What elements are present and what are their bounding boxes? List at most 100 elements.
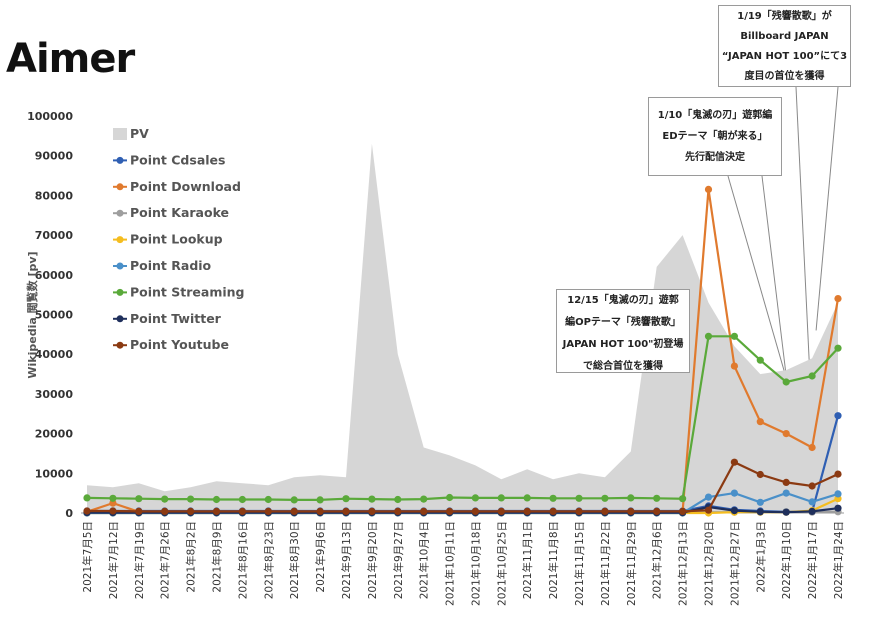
x-tick-label: 2021年11月22日 (599, 521, 612, 606)
y-tick-label: 70000 (35, 229, 74, 242)
legend-label: Point Cdsales (130, 152, 225, 167)
x-tick-label: 2021年10月11日 (444, 521, 457, 606)
legend-label: PV (130, 126, 149, 141)
data-point (446, 507, 454, 515)
data-point (497, 494, 505, 502)
legend-swatch-marker (116, 288, 124, 296)
data-point (730, 489, 739, 497)
legend-label: Point Karaoke (130, 205, 229, 220)
y-tick-label: 40000 (35, 348, 74, 361)
legend-label: Point Twitter (130, 311, 222, 326)
y-tick-label: 50000 (35, 309, 74, 322)
data-point (730, 332, 739, 340)
data-point (653, 507, 661, 515)
artist-title: Aimer (6, 36, 135, 82)
data-point (834, 490, 842, 498)
data-point (549, 494, 557, 502)
x-tick-label: 2021年9月6日 (314, 521, 327, 593)
x-tick-label: 2021年8月16日 (236, 521, 249, 599)
data-point (782, 378, 790, 386)
data-point (316, 496, 324, 504)
series-line (86, 335, 839, 501)
data-point (109, 494, 117, 502)
data-point (730, 507, 739, 515)
data-point (730, 362, 739, 370)
data-point (420, 495, 428, 503)
data-point (601, 494, 609, 502)
data-point (264, 495, 272, 504)
data-point (290, 496, 298, 504)
legend-swatch-marker (116, 315, 124, 323)
data-point (187, 495, 195, 503)
data-point (730, 458, 739, 466)
data-point (782, 430, 790, 438)
x-tick-label: 2021年7月19日 (133, 521, 146, 599)
legend-swatch-marker (116, 262, 124, 270)
y-tick-label: 60000 (35, 269, 74, 282)
data-point (704, 493, 713, 501)
x-tick-label: 2021年10月18日 (469, 521, 482, 606)
y-tick-label: 10000 (35, 467, 74, 480)
data-point (549, 507, 557, 515)
data-point (446, 493, 454, 502)
data-point (368, 495, 376, 503)
data-point (782, 508, 790, 516)
x-tick-label: 2021年9月20日 (366, 521, 379, 599)
series-point-youtube (83, 458, 842, 515)
legend-swatch-pv (113, 128, 127, 140)
legend-label: Point Lookup (130, 232, 223, 247)
x-tick-label: 2021年9月13日 (340, 521, 353, 599)
data-point (316, 507, 324, 515)
callout-3: 1/19「残響散歌」が Billboard JAPAN “JAPAN HOT 1… (718, 5, 851, 87)
legend-swatch-marker (116, 183, 124, 191)
x-tick-label: 2021年10月25日 (495, 521, 508, 606)
data-point (83, 494, 91, 502)
data-point (834, 412, 842, 420)
legend-swatch-marker (116, 156, 124, 164)
data-point (368, 507, 376, 515)
data-point (834, 504, 842, 512)
x-tick-label: 2021年9月27日 (392, 521, 405, 599)
data-point (420, 507, 428, 515)
x-tick-label: 2021年8月2日 (185, 521, 198, 593)
data-point (523, 507, 531, 515)
data-point (756, 508, 764, 516)
data-point (135, 507, 143, 515)
legend-label: Point Youtube (130, 337, 229, 352)
data-point (394, 495, 402, 504)
data-point (523, 494, 531, 502)
x-tick-label: 2022年1月3日 (754, 521, 767, 593)
y-tick-label: 0 (65, 507, 73, 520)
legend-swatch-marker (116, 209, 124, 217)
data-point (471, 507, 479, 515)
data-point (161, 495, 169, 503)
data-point (653, 494, 661, 502)
x-tick-label: 2021年8月9日 (211, 521, 224, 593)
series-layer (83, 185, 842, 517)
x-tick-label: 2021年8月23日 (262, 521, 275, 599)
data-point (342, 495, 350, 503)
data-point (238, 507, 246, 515)
data-point (782, 478, 790, 486)
callout-leader (815, 86, 839, 331)
data-point (756, 418, 764, 426)
data-point (808, 507, 816, 515)
x-tick-label: 2021年12月6日 (651, 521, 664, 599)
y-tick-label: 20000 (35, 428, 74, 441)
data-point (627, 494, 635, 502)
data-point (135, 495, 143, 503)
data-point (679, 507, 687, 515)
x-axis-ticks: 2021年7月5日 2021年7月12日 2021年7月19日 2021年7月26日 2… (81, 521, 845, 606)
x-tick-label: 2021年11月15日 (573, 521, 586, 606)
legend-label: Point Radio (130, 258, 212, 273)
x-tick-label: 2021年11月29日 (625, 521, 638, 606)
data-point (834, 470, 842, 478)
data-point (704, 185, 713, 193)
data-point (394, 507, 402, 515)
data-point (212, 495, 221, 504)
data-point (161, 507, 169, 515)
data-point (471, 494, 479, 502)
x-tick-label: 2022年1月10日 (780, 521, 793, 599)
data-point (704, 506, 713, 514)
